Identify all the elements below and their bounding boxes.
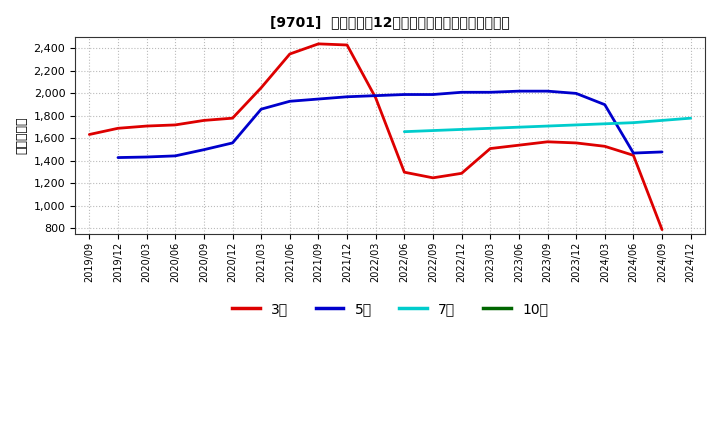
- Title: [9701]  当期純利益12か月移動合計の標準偏差の推移: [9701] 当期純利益12か月移動合計の標準偏差の推移: [270, 15, 510, 29]
- Legend: 3年, 5年, 7年, 10年: 3年, 5年, 7年, 10年: [226, 297, 554, 322]
- Y-axis label: （百万円）: （百万円）: [15, 117, 28, 154]
